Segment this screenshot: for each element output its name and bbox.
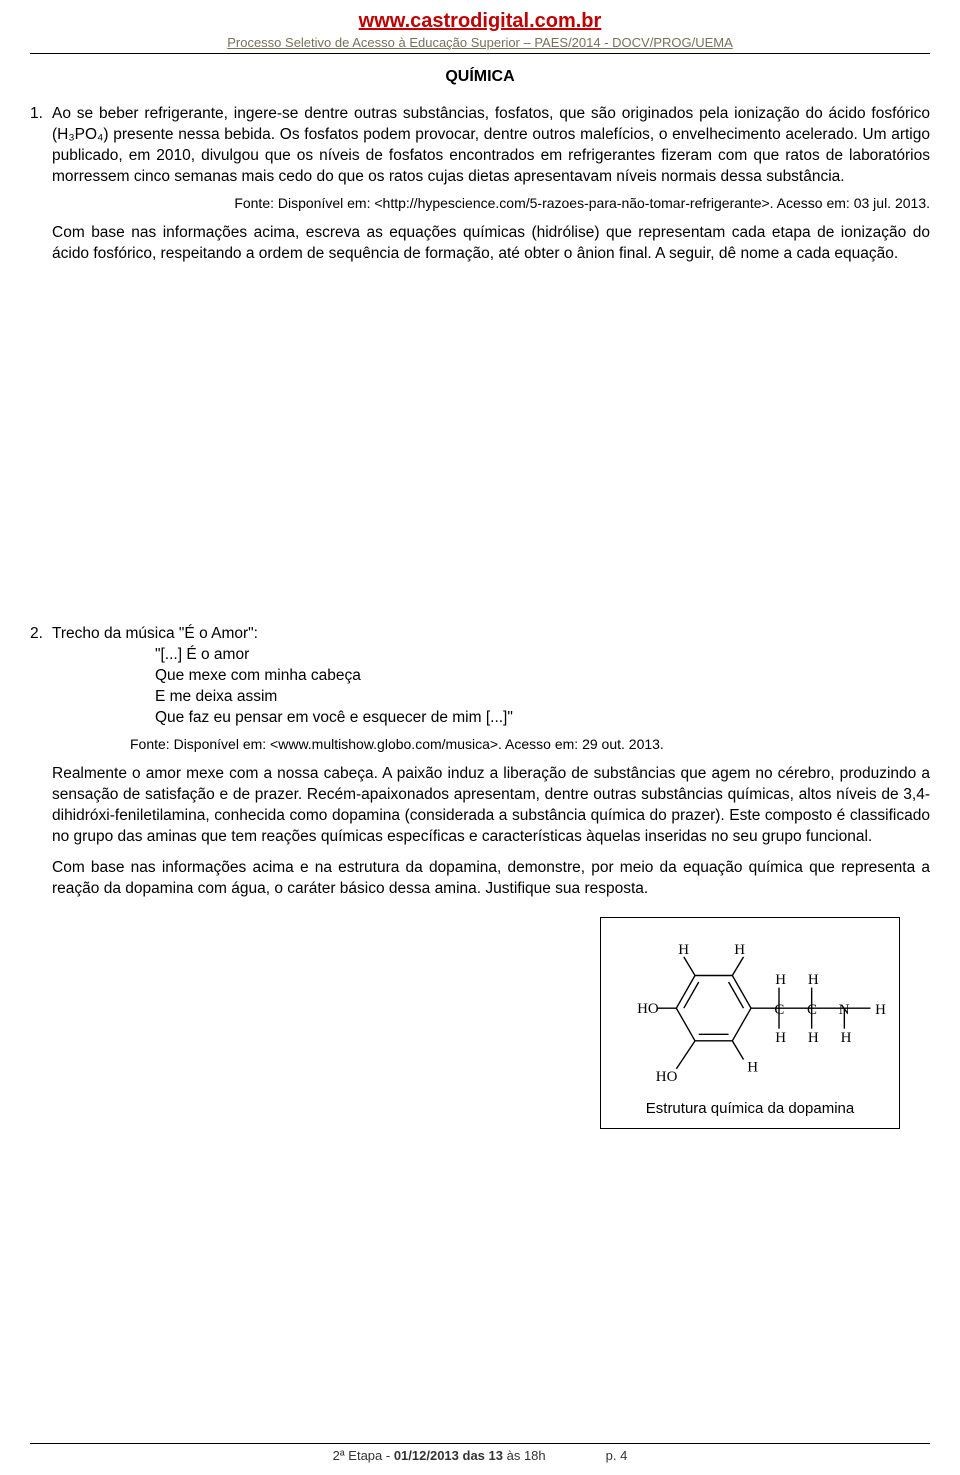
footer-page: p. 4 [606,1448,628,1463]
footer-left: 2ª Etapa - 01/12/2013 das 13 às 18h [333,1448,546,1463]
q1-source: Fonte: Disponível em: <http://hypescienc… [52,194,930,213]
svg-text:C: C [774,1002,784,1018]
page-header: www.castrodigital.com.br Processo Seleti… [30,0,930,54]
quote-line: Que faz eu pensar em você e esquecer de … [155,708,930,729]
exam-page: www.castrodigital.com.br Processo Seleti… [0,0,960,1475]
quote-line: Que mexe com minha cabeça [155,666,930,687]
q2-quote-source: Fonte: Disponível em: <www.multishow.glo… [130,735,930,754]
question-1: 1. Ao se beber refrigerante, ingere-se d… [30,104,930,264]
q2-quote: "[...] É o amor Que mexe com minha cabeç… [155,645,930,729]
svg-text:H: H [775,972,786,988]
footer-rule [30,1443,930,1444]
q2-paragraph-2: Com base nas informações acima e na estr… [52,858,930,900]
svg-text:H: H [808,1030,819,1046]
svg-text:N: N [839,1002,850,1018]
answer-space-1 [30,264,930,624]
svg-text:HO: HO [656,1069,678,1085]
header-subtitle: Processo Seletivo de Acesso à Educação S… [30,35,930,50]
dopamine-figure: HOHOHHHCHHCHHNHH Estrutura química da do… [600,917,900,1128]
molecule-diagram: HOHOHHHCHHCHHNHH [611,928,891,1093]
quote-line: E me deixa assim [155,687,930,708]
svg-text:H: H [775,1030,786,1046]
page-footer: 2ª Etapa - 01/12/2013 das 13 às 18h p. 4 [0,1443,960,1463]
question-2: 2. Trecho da música "É o Amor": "[...] É… [30,624,930,1128]
q1-paragraph-2: Com base nas informações acima, escreva … [52,223,930,265]
section-title: QUÍMICA [30,68,930,86]
question-number: 1. [30,104,52,264]
svg-text:H: H [747,1060,758,1076]
svg-text:H: H [841,1030,852,1046]
question-number: 2. [30,624,52,645]
svg-text:H: H [808,972,819,988]
svg-text:HO: HO [637,1001,659,1017]
svg-text:H: H [734,942,745,958]
q2-intro: Trecho da música "É o Amor": [52,624,930,645]
q2-paragraph-1: Realmente o amor mexe com a nossa cabeça… [52,764,930,848]
q1-paragraph-1: Ao se beber refrigerante, ingere-se dent… [52,104,930,188]
svg-text:C: C [807,1002,817,1018]
svg-text:H: H [678,942,689,958]
svg-text:H: H [875,1002,886,1018]
site-url: www.castrodigital.com.br [30,10,930,33]
quote-line: "[...] É o amor [155,645,930,666]
header-rule [30,53,930,54]
figure-caption: Estrutura química da dopamina [611,1099,889,1119]
